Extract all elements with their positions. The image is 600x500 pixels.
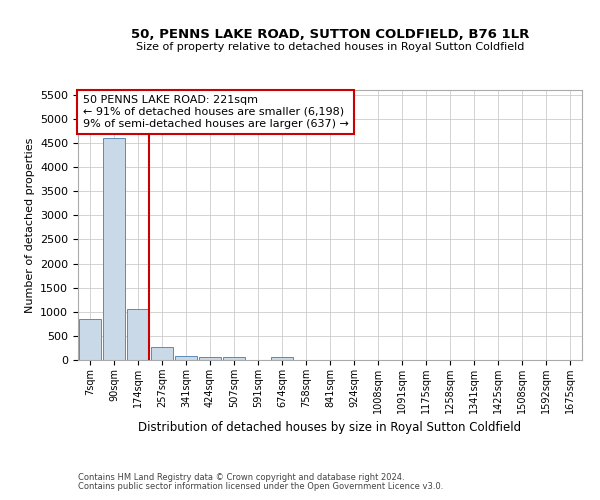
X-axis label: Distribution of detached houses by size in Royal Sutton Coldfield: Distribution of detached houses by size …	[139, 422, 521, 434]
Text: Size of property relative to detached houses in Royal Sutton Coldfield: Size of property relative to detached ho…	[136, 42, 524, 52]
Text: 50, PENNS LAKE ROAD, SUTTON COLDFIELD, B76 1LR: 50, PENNS LAKE ROAD, SUTTON COLDFIELD, B…	[131, 28, 529, 40]
Text: Contains HM Land Registry data © Crown copyright and database right 2024.: Contains HM Land Registry data © Crown c…	[78, 472, 404, 482]
Bar	[103, 138, 125, 360]
Bar	[151, 347, 173, 360]
Bar	[175, 356, 197, 360]
Text: 50 PENNS LAKE ROAD: 221sqm
← 91% of detached houses are smaller (6,198)
9% of se: 50 PENNS LAKE ROAD: 221sqm ← 91% of deta…	[83, 96, 349, 128]
Bar	[127, 309, 149, 360]
Text: Contains public sector information licensed under the Open Government Licence v3: Contains public sector information licen…	[78, 482, 443, 491]
Y-axis label: Number of detached properties: Number of detached properties	[25, 138, 35, 312]
Bar	[199, 356, 221, 360]
Bar	[271, 358, 293, 360]
Bar	[79, 319, 101, 360]
Bar	[223, 357, 245, 360]
